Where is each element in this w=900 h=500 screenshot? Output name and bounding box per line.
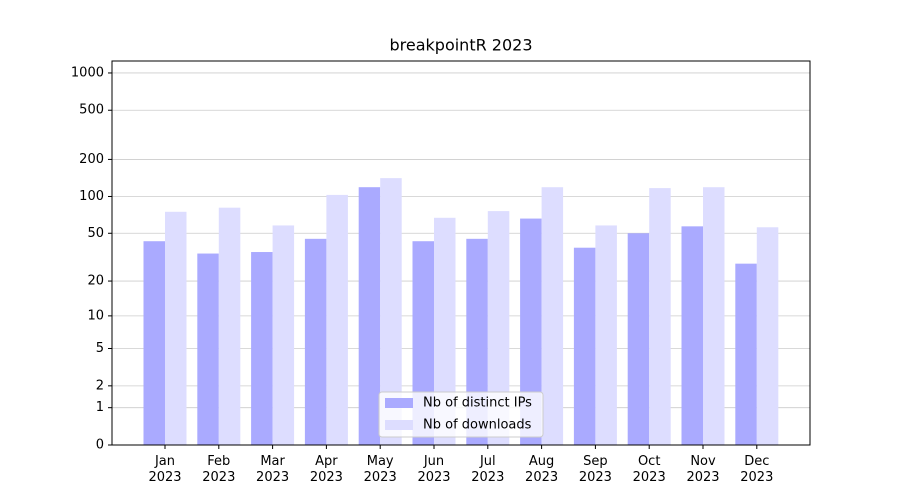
bar (649, 188, 671, 445)
bar (251, 252, 273, 445)
y-tick-label: 20 (87, 274, 104, 289)
bar (434, 217, 456, 445)
bar (735, 263, 757, 445)
plot-frame (111, 60, 811, 446)
bar (541, 187, 564, 446)
bar (197, 253, 219, 445)
legend-box (378, 391, 544, 438)
y-tick-label: 50 (87, 226, 104, 241)
legend-swatch (385, 420, 413, 430)
y-tick-label: 2 (96, 378, 104, 393)
y-tick-label: 200 (79, 152, 104, 167)
x-tick-label: May 2023 (364, 454, 397, 485)
bar (703, 187, 725, 446)
x-tick-label: Nov 2023 (686, 454, 719, 485)
y-tick-label: 10 (87, 308, 104, 323)
bar (380, 178, 402, 446)
bar (595, 225, 617, 445)
y-tick-label: 5 (96, 341, 104, 356)
bar (358, 187, 381, 446)
bar (681, 226, 703, 445)
legend-label: Nb of distinct IPs (423, 396, 532, 411)
bar (304, 238, 327, 445)
bar (326, 194, 348, 445)
chart-title: breakpointR 2023 (389, 36, 532, 55)
bar (272, 225, 295, 445)
y-tick-label: 1 (96, 400, 104, 415)
x-tick-label: Oct 2023 (633, 454, 666, 485)
y-tick-label: 0 (96, 438, 104, 453)
bar (487, 211, 510, 445)
y-tick-label: 500 (79, 103, 104, 118)
x-tick-label: Mar 2023 (256, 454, 289, 485)
x-tick-label: Apr 2023 (310, 454, 343, 485)
x-tick-label: Dec 2023 (740, 454, 773, 485)
x-tick-label: Jul 2023 (471, 454, 504, 485)
legend-swatch (385, 398, 413, 408)
bar (756, 227, 779, 445)
legend-label: Nb of downloads (423, 418, 532, 433)
y-tick-label: 100 (79, 189, 104, 204)
x-tick-label: Jun 2023 (417, 454, 450, 485)
x-tick-label: Feb 2023 (202, 454, 235, 485)
x-tick-label: Sep 2023 (579, 454, 612, 485)
bar (143, 241, 165, 445)
bar (627, 233, 650, 445)
y-tick-label: 1000 (71, 65, 104, 80)
bar (218, 207, 241, 445)
x-tick-label: Aug 2023 (525, 454, 558, 485)
bar (165, 211, 187, 445)
x-tick-label: Jan 2023 (148, 454, 181, 485)
bar (520, 218, 542, 445)
bar (573, 247, 596, 445)
